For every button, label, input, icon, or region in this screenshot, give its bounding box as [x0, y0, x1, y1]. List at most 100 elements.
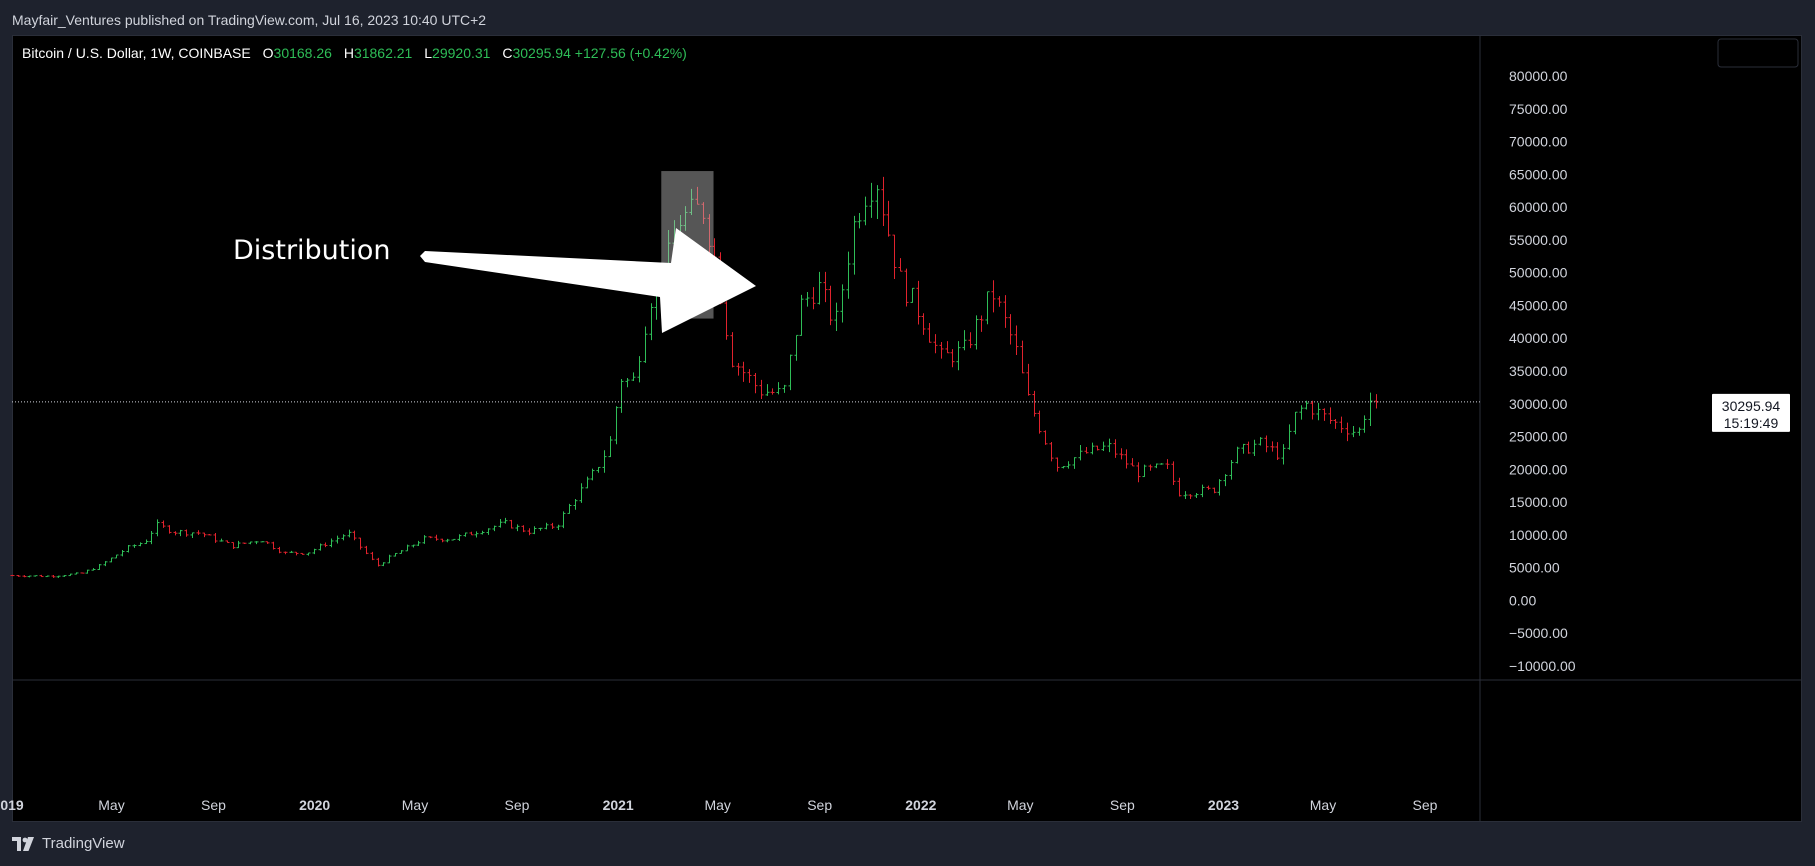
ohlc-bar: [312, 548, 317, 555]
ohlc-bar: [846, 251, 851, 299]
ohlc-bar: [1090, 442, 1095, 455]
ohlc-bar: [1217, 479, 1222, 496]
ohlc-bar: [416, 540, 421, 546]
price-tick-label: −5000.00: [1509, 625, 1568, 641]
ohlc-bar: [1043, 430, 1048, 445]
ohlc-bar: [469, 531, 474, 536]
ohlc-bar: [486, 528, 491, 535]
annotation-label[interactable]: Distribution: [233, 235, 391, 266]
ohlc-bar: [1357, 427, 1362, 436]
ohlc-bar: [1270, 441, 1275, 452]
ohlc-bar: [898, 258, 903, 272]
ohlc-bar: [376, 557, 381, 567]
ohlc-bar: [51, 574, 56, 578]
ohlc-bar: [794, 334, 799, 361]
ohlc-bar: [945, 341, 950, 354]
tradingview-logo-icon[interactable]: [12, 837, 36, 856]
ohlc-bar: [1142, 464, 1147, 478]
ohlc-bar: [637, 356, 642, 383]
ohlc-bar: [585, 476, 590, 489]
time-tick-label: May: [704, 797, 730, 813]
ohlc-bar: [347, 529, 352, 538]
ohlc-bar: [22, 575, 27, 578]
ohlc-bar: [1328, 407, 1333, 424]
ohlc-bar: [144, 539, 149, 545]
price-tick-label: 30000.00: [1509, 396, 1568, 412]
open-label: O: [262, 45, 274, 61]
open-value: 30168.26: [273, 45, 332, 61]
ohlc-bar: [80, 572, 85, 574]
ohlc-bar: [364, 545, 369, 555]
ohlc-bar: [10, 574, 15, 577]
ohlc-bar: [335, 535, 340, 544]
ohlc-bar: [1171, 461, 1176, 485]
price-tick-label: 0.00: [1509, 592, 1536, 608]
ohlc-bar: [1113, 439, 1118, 458]
ohlc-bar: [1339, 416, 1344, 433]
annotation-arrow[interactable]: [420, 228, 756, 333]
ohlc-bar: [219, 538, 224, 542]
ohlc-bar: [1154, 463, 1159, 469]
time-tick-label: 2023: [1208, 797, 1239, 813]
price-tick-label: 55000.00: [1509, 232, 1568, 248]
ohlc-bar: [939, 342, 944, 359]
ohlc-bar: [950, 349, 955, 368]
ohlc-bar: [1101, 441, 1106, 451]
ohlc-bar: [167, 525, 172, 534]
ohlc-bar: [202, 532, 207, 538]
ohlc-bar: [428, 536, 433, 539]
ohlc-bar: [1177, 477, 1182, 497]
tradingview-brand[interactable]: TradingView: [42, 835, 125, 852]
chart-pane[interactable]: [12, 35, 1802, 822]
price-tick-label: 10000.00: [1509, 527, 1568, 543]
ohlc-bar: [1345, 422, 1350, 442]
ohlc-bar: [788, 354, 793, 391]
ohlc-bar: [1037, 410, 1042, 434]
ohlc-bar: [881, 176, 886, 227]
ohlc-bar: [1206, 485, 1211, 490]
ohlc-bar: [759, 379, 764, 399]
ohlc-bar: [62, 575, 67, 577]
axis-settings-button[interactable]: [1717, 38, 1799, 68]
ohlc-bar: [828, 285, 833, 326]
ohlc-bar: [283, 551, 288, 555]
ohlc-bar: [149, 530, 154, 545]
ohlc-bar: [161, 520, 166, 528]
ohlc-bar: [875, 185, 880, 220]
price-tick-label: 80000.00: [1509, 68, 1568, 84]
ohlc-bar: [625, 377, 630, 388]
ohlc-bar: [457, 534, 462, 541]
time-tick-label: Sep: [807, 797, 832, 813]
price-tick-label: 45000.00: [1509, 297, 1568, 313]
time-tick-label: 019: [0, 797, 24, 813]
ohlc-bar: [1107, 438, 1112, 453]
ohlc-bar: [927, 323, 932, 343]
ohlc-bar: [765, 384, 770, 396]
ohlc-bar: [381, 562, 386, 567]
ohlc-bar: [277, 546, 282, 554]
high-label: H: [343, 45, 354, 61]
ohlc-bar: [387, 554, 392, 564]
ohlc-bar: [527, 528, 532, 536]
ohlc-bar: [1351, 426, 1356, 438]
ohlc-bar: [1066, 461, 1071, 469]
ohlc-bar: [126, 544, 131, 553]
ohlc-bar: [1124, 449, 1129, 469]
ohlc-bar: [323, 542, 328, 548]
last-price-label-bg: [1712, 393, 1790, 432]
ohlc-bar: [300, 552, 305, 555]
published-info: Mayfair_Ventures published on TradingVie…: [12, 12, 487, 28]
ohlc-bar: [85, 569, 90, 574]
ohlc-bar: [370, 551, 375, 561]
ohlc-bar: [707, 214, 712, 255]
ohlc-bar: [405, 544, 410, 552]
last-price-label: 30295.94: [1722, 398, 1781, 414]
ohlc-bar: [1055, 457, 1060, 472]
ohlc-bar: [556, 524, 561, 531]
ohlc-bar: [1223, 474, 1228, 487]
ohlc-bar: [1333, 419, 1338, 429]
ohlc-bar: [840, 284, 845, 323]
ohlc-bar: [120, 549, 125, 557]
ohlc-bar: [1183, 491, 1188, 500]
